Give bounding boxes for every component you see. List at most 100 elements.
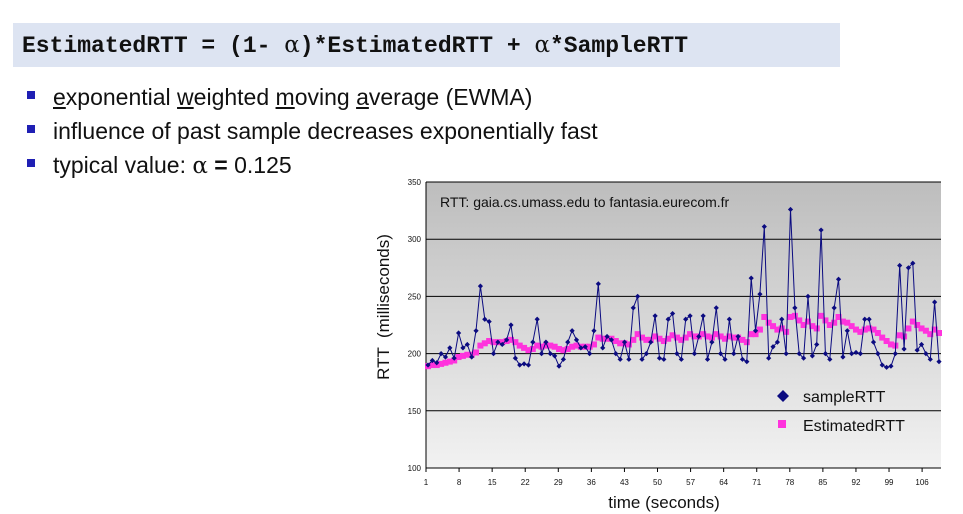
y-axis-label: RTT (milliseconds) [374, 234, 393, 380]
sample-point [438, 351, 444, 357]
sample-point [792, 305, 798, 311]
estimated-point [770, 323, 777, 330]
sample-point [827, 356, 833, 362]
estimated-point [918, 325, 925, 332]
sample-point [451, 355, 457, 361]
estimated-point [687, 331, 694, 338]
sample-point [573, 337, 580, 343]
sample-point [901, 346, 907, 352]
sample-point [547, 351, 553, 357]
sample-point [669, 310, 676, 317]
x-tick-label: 1 [424, 478, 429, 487]
estimated-point [914, 322, 921, 328]
sample-point [783, 351, 789, 357]
legend-sample-marker [777, 390, 789, 402]
x-tick-label: 43 [620, 478, 629, 487]
sample-point [521, 361, 527, 367]
sample-point [866, 316, 872, 322]
estimated-point [708, 334, 715, 341]
y-tick-label: 200 [408, 350, 422, 359]
estimated-point [748, 331, 755, 338]
estimated-point [481, 340, 488, 347]
sample-point [822, 351, 829, 357]
estimated-point [665, 335, 672, 342]
estimated-point [669, 332, 676, 339]
estimated-point [809, 323, 816, 330]
ewma-m: m [275, 84, 295, 110]
formula-alpha-1: α [284, 32, 300, 58]
legend-estimated-label: EstimatedRTT [803, 418, 905, 435]
sample-point [718, 351, 724, 357]
sample-point [447, 345, 453, 351]
estimated-point [896, 332, 903, 339]
sample-point [464, 341, 470, 348]
legend: sampleRTT EstimatedRTT [777, 389, 905, 435]
sample-point [455, 330, 462, 336]
sample-point [744, 359, 750, 365]
x-tick-label: 15 [488, 478, 497, 487]
x-tick-label: 106 [915, 478, 929, 487]
formula-part-3: *SampleRTT [549, 33, 689, 59]
estimated-point [796, 317, 803, 324]
sample-point [635, 293, 641, 299]
estimated-point [822, 317, 829, 324]
sample-point [556, 363, 562, 369]
sample-point [525, 362, 532, 368]
sample-point [674, 351, 680, 357]
sample-point [613, 351, 619, 357]
estimated-point [521, 344, 528, 351]
estimated-point [556, 346, 563, 353]
sample-point [835, 276, 842, 282]
estimated-point [643, 336, 650, 343]
sample-point [565, 339, 571, 345]
estimated-point [783, 328, 790, 335]
sample-point [495, 339, 501, 345]
sample-point [910, 260, 916, 266]
estimated-point [774, 326, 781, 333]
x-tick-label: 36 [587, 478, 596, 487]
sample-point [897, 262, 903, 269]
sample-point [490, 351, 497, 357]
sample-point [731, 351, 737, 357]
sample-point [888, 363, 894, 369]
estimated-point [778, 325, 785, 332]
bullet-typical-value: typical value: α = 0.125 [25, 150, 598, 184]
x-tick-label: 50 [653, 478, 662, 487]
x-axis-label: time (seconds) [608, 493, 719, 512]
sample-point [538, 351, 545, 357]
sample-point [735, 333, 741, 340]
y-tick-label: 100 [408, 464, 422, 473]
x-tick-label: 99 [885, 478, 894, 487]
bullet-square-icon [27, 159, 35, 167]
typical-prefix: typical value: [53, 152, 193, 178]
y-tick-labels: 100 150 200 250 300 350 [408, 178, 422, 473]
estimated-point [818, 312, 825, 319]
sample-point [805, 293, 811, 299]
sample-point [517, 362, 523, 368]
sample-point [700, 313, 706, 319]
estimated-point [682, 334, 689, 341]
sample-point [617, 356, 623, 362]
sample-point [639, 356, 645, 362]
estimated-point [831, 319, 838, 326]
ewma-oving: oving [294, 84, 357, 110]
sample-point [883, 364, 890, 370]
sample-point [914, 347, 920, 353]
typical-alpha: α [192, 153, 208, 179]
estimated-point [927, 331, 934, 338]
sample-point [932, 299, 938, 305]
estimated-point [909, 318, 916, 325]
estimated-point [590, 341, 597, 348]
estimated-point [787, 313, 794, 320]
estimated-point [874, 330, 881, 337]
estimated-point [879, 334, 886, 341]
estimated-point [887, 341, 894, 348]
sample-point [726, 316, 732, 322]
sample-point [766, 355, 772, 361]
sample-point [595, 281, 601, 287]
estimated-point [455, 354, 462, 361]
estimated-point [844, 319, 851, 326]
series-layer [425, 206, 942, 370]
sample-point [482, 316, 488, 322]
y-tick-label: 150 [408, 407, 422, 416]
